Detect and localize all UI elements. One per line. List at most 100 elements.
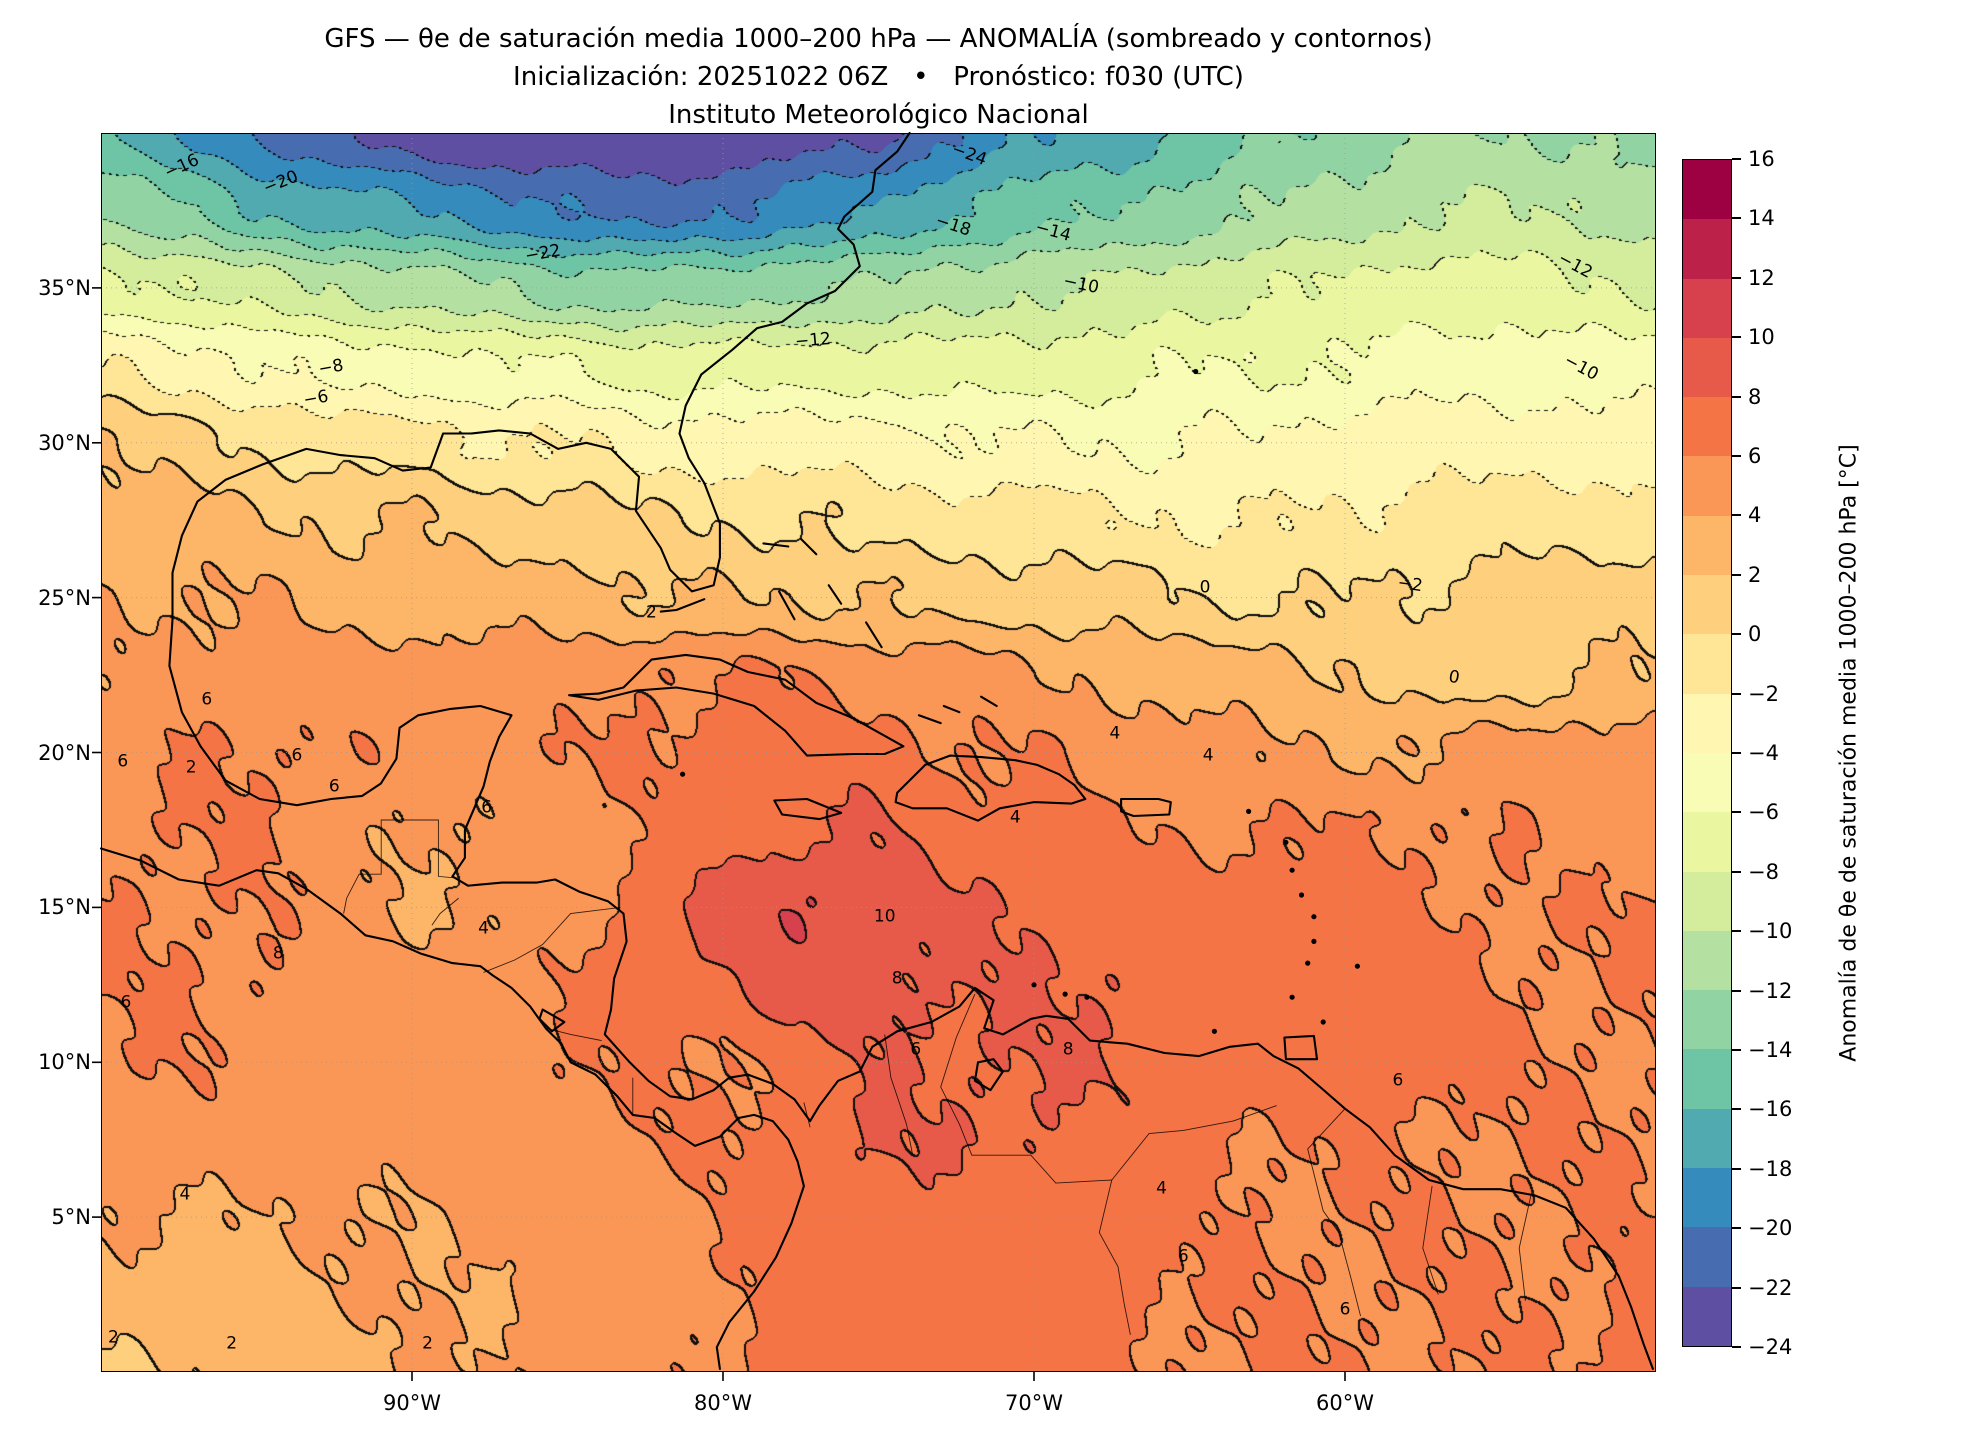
contour-label: 2 bbox=[422, 1333, 433, 1354]
contour-label: −24 bbox=[948, 138, 990, 170]
coastline-path bbox=[777, 590, 796, 621]
border-line bbox=[1111, 1105, 1277, 1181]
border-line bbox=[483, 906, 621, 973]
small-island-dot bbox=[1031, 982, 1037, 988]
colorbar-tick-label: 2 bbox=[1748, 562, 1762, 587]
x-axis-tick-label: 60°W bbox=[1316, 1391, 1374, 1415]
contour-label: −12 bbox=[794, 328, 832, 352]
colorbar-tick-mark bbox=[1732, 930, 1741, 933]
colorbar-tick-label: −22 bbox=[1748, 1275, 1793, 1300]
colorbar bbox=[1682, 159, 1732, 1347]
colorbar-tick-label: −4 bbox=[1748, 741, 1779, 765]
y-axis-tick-label: 25°N bbox=[38, 585, 91, 610]
small-island-dot bbox=[1305, 960, 1311, 966]
border-line bbox=[1307, 1108, 1362, 1317]
map-plot-area: −16 −20 −22 −24 −18 −14 −10 −12 −12 −10 −8 −6 −2 0 0 2 4… bbox=[92, 131, 1656, 1381]
coastline-path bbox=[168, 131, 1654, 1370]
y-axis-tick-label: 15°N bbox=[38, 895, 91, 920]
contour-label: 8 bbox=[1062, 1039, 1074, 1060]
colorbar-segment bbox=[1683, 871, 1731, 931]
colorbar-tick-label: 14 bbox=[1748, 206, 1775, 231]
small-island-dot bbox=[1289, 994, 1295, 1000]
colorbar-segment bbox=[1683, 693, 1731, 753]
border-line bbox=[803, 1102, 811, 1128]
colorbar-tick-mark bbox=[1732, 752, 1741, 754]
coastline-path bbox=[799, 537, 818, 556]
contour-label: −12 bbox=[1554, 248, 1596, 284]
figure-title: GFS — θe de saturación media 1000–200 hP… bbox=[324, 24, 1433, 54]
contour-label: 10 bbox=[873, 906, 896, 927]
coastline-path bbox=[980, 695, 998, 708]
borders-and-rivers bbox=[343, 819, 1533, 1335]
colorbar-tick-mark bbox=[1732, 870, 1741, 873]
colorbar-tick-mark bbox=[1732, 811, 1741, 814]
contour-label: −8 bbox=[316, 355, 346, 380]
y-axis-tick-label: 10°N bbox=[38, 1050, 91, 1075]
coastline-path bbox=[917, 714, 942, 725]
colorbar-tick-label: 4 bbox=[1748, 503, 1762, 528]
contour-label: 2 bbox=[185, 757, 197, 778]
contour-label: 4 bbox=[1109, 723, 1121, 744]
contour-label: 2 bbox=[226, 1333, 238, 1354]
island-outline bbox=[1120, 797, 1172, 818]
border-line bbox=[940, 993, 1131, 1335]
contour-label: 6 bbox=[291, 745, 303, 766]
contour-label: 8 bbox=[891, 968, 903, 989]
x-axis-tick-label: 90°W bbox=[383, 1391, 441, 1415]
colorbar-segment bbox=[1683, 575, 1731, 635]
colorbar-segment bbox=[1683, 930, 1731, 991]
colorbar-segment bbox=[1683, 990, 1731, 1050]
contour-label: −18 bbox=[933, 210, 974, 241]
coastline-path bbox=[827, 584, 843, 605]
small-island-dot bbox=[680, 771, 686, 777]
colorbar-tick-mark bbox=[1732, 989, 1741, 992]
island-outline bbox=[973, 1058, 1004, 1092]
contour-label: 6 bbox=[328, 776, 340, 797]
colorbar-tick-mark bbox=[1732, 692, 1741, 695]
border-line bbox=[1422, 1186, 1439, 1295]
colorbar-tick-mark bbox=[1732, 1167, 1741, 1170]
colorbar-tick-label: 10 bbox=[1748, 325, 1775, 350]
colorbar-segment bbox=[1683, 1227, 1731, 1287]
colorbar-tick-label: −24 bbox=[1748, 1335, 1793, 1359]
colorbar-tick-label: −12 bbox=[1748, 978, 1793, 1003]
contour-label: 4 bbox=[1156, 1178, 1167, 1199]
colorbar-tick-label: 0 bbox=[1748, 622, 1762, 647]
small-island-dot bbox=[1062, 991, 1068, 997]
contour-label: 6 bbox=[1392, 1070, 1404, 1091]
y-axis-tick-label: 5°N bbox=[51, 1205, 91, 1230]
contour-labels-layer: −16 −20 −22 −24 −18 −14 −10 −12 −12 −10 −8 −6 −2 0 0 2 4… bbox=[101, 133, 1656, 1372]
colorbar-tick-label: −6 bbox=[1748, 800, 1779, 825]
contour-label: 8 bbox=[272, 943, 284, 964]
colorbar-tick-mark bbox=[1732, 1286, 1741, 1289]
contour-label: 4 bbox=[179, 1184, 191, 1205]
map-overlay bbox=[92, 131, 1656, 1381]
island-outline bbox=[894, 754, 1087, 822]
colorbar-tick-label: −8 bbox=[1748, 859, 1779, 884]
coastline-path bbox=[99, 847, 805, 1370]
colorbar-gradient bbox=[1683, 160, 1731, 1346]
colorbar-tick-label: −2 bbox=[1748, 681, 1779, 706]
contour-label: 6 bbox=[1339, 1299, 1351, 1320]
coastlines bbox=[99, 131, 1654, 1370]
island-outline bbox=[773, 797, 843, 821]
contour-label: −16 bbox=[161, 149, 203, 184]
colorbar-tick-label: 6 bbox=[1748, 444, 1762, 468]
coastline-path bbox=[865, 621, 883, 649]
colorbar-segment bbox=[1683, 1049, 1731, 1109]
small-island-dot bbox=[1289, 867, 1295, 873]
small-island-dot bbox=[1320, 1019, 1326, 1025]
contour-label: 4 bbox=[478, 918, 489, 939]
contour-label: 2 bbox=[108, 1327, 119, 1348]
y-axis-tick-label: 20°N bbox=[38, 740, 91, 765]
island-outline bbox=[1283, 1034, 1319, 1061]
colorbar-tick-mark bbox=[1732, 573, 1741, 576]
contour-label: −6 bbox=[301, 386, 330, 411]
colorbar-tick-label: −10 bbox=[1748, 919, 1793, 944]
colorbar-segment bbox=[1683, 812, 1731, 872]
colorbar-tick-mark bbox=[1732, 1346, 1741, 1348]
small-island-dot bbox=[1354, 963, 1360, 969]
colorbar-tick-label: −14 bbox=[1748, 1038, 1793, 1062]
colorbar-tick-mark bbox=[1732, 1049, 1741, 1051]
